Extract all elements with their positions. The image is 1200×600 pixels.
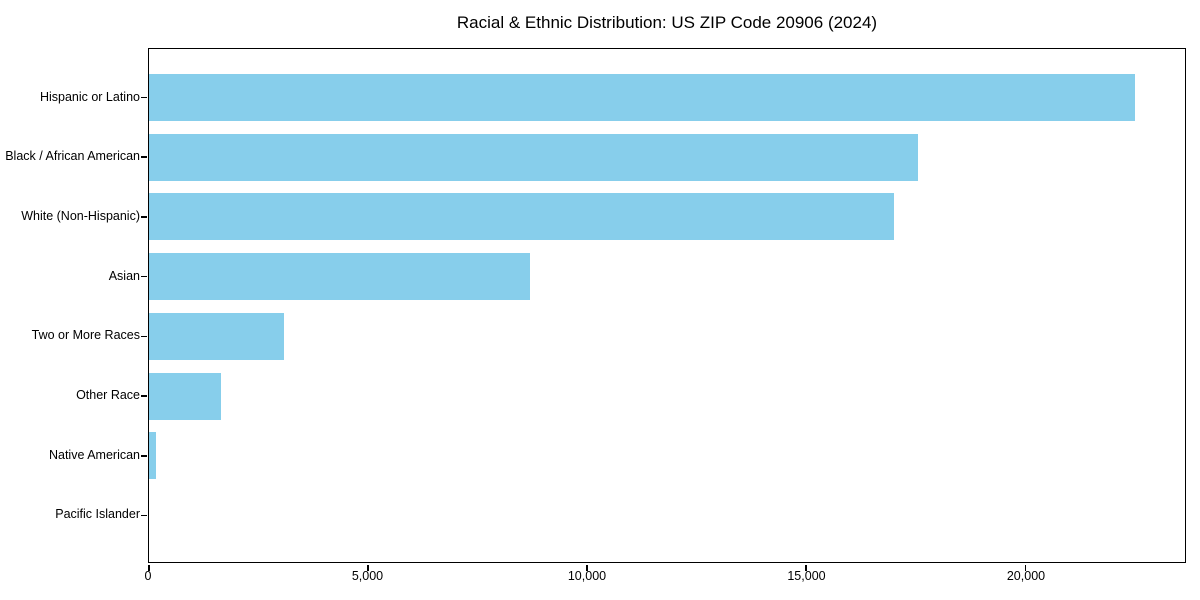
bar (149, 312, 284, 360)
bar (149, 133, 919, 181)
x-tick-mark (586, 564, 588, 571)
bar (149, 193, 894, 241)
y-tick-mark (141, 96, 147, 99)
y-tick-mark (141, 275, 147, 278)
y-tick-mark (141, 395, 147, 397)
y-axis-label: Other Race (76, 388, 140, 403)
y-axis-label: Pacific Islander (55, 507, 140, 522)
y-tick-mark (141, 216, 147, 218)
x-axis-tick-label: 20,000 (1006, 569, 1046, 583)
x-axis-tick-label: 5,000 (351, 569, 384, 583)
y-tick-mark (141, 514, 147, 517)
y-tick-mark (141, 455, 147, 457)
y-axis-label: Two or More Races (31, 328, 140, 343)
y-tick-mark (141, 156, 147, 158)
bar (149, 253, 531, 301)
x-tick-mark (367, 564, 369, 571)
chart-title: Racial & Ethnic Distribution: US ZIP Cod… (456, 13, 878, 32)
y-axis-label: Native American (48, 447, 140, 462)
bar (149, 74, 1135, 121)
y-axis-label: Hispanic or Latino (39, 89, 140, 104)
bar (149, 432, 156, 480)
bar (149, 372, 221, 420)
y-axis-label: Asian (108, 268, 140, 283)
x-axis-tick-label: 10,000 (567, 569, 607, 583)
x-tick-mark (805, 564, 807, 571)
x-tick-mark (1024, 564, 1027, 571)
x-axis-tick-label: 0 (144, 569, 152, 583)
x-axis-tick-label: 15,000 (787, 569, 826, 583)
x-tick-mark (148, 564, 150, 571)
y-tick-mark (141, 335, 147, 338)
y-axis-label: White (Non-Hispanic) (21, 208, 140, 223)
y-axis-label: Black / African American (5, 149, 140, 164)
plot-area (141, 48, 1186, 571)
